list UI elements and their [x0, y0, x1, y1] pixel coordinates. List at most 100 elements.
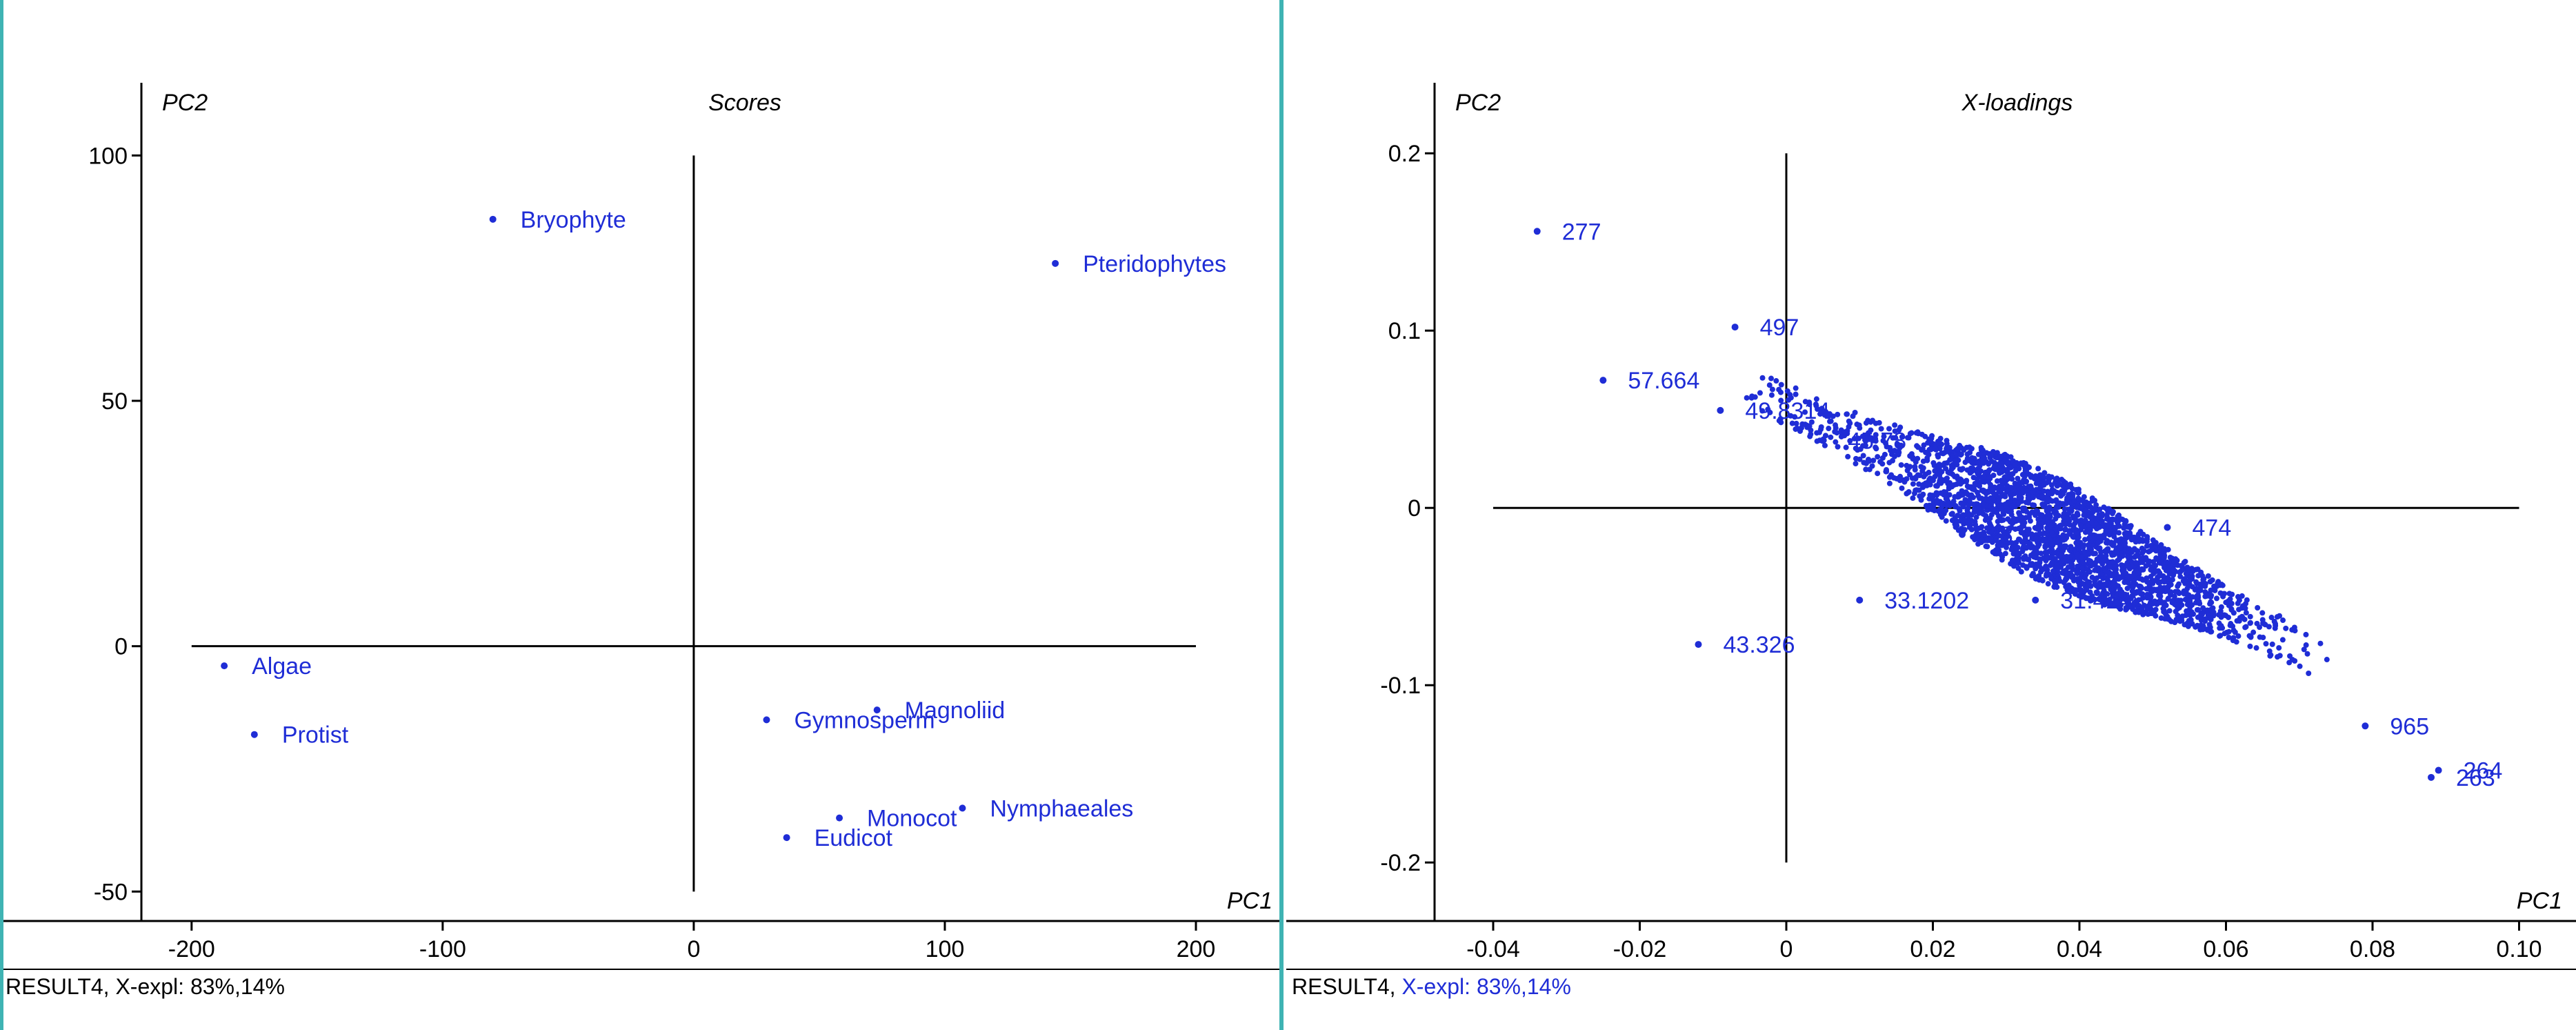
loading-point [2153, 613, 2159, 619]
loading-point [1993, 528, 1999, 535]
loading-point [2146, 580, 2153, 586]
x-tick-label: -100 [419, 936, 466, 962]
loading-point [2211, 583, 2217, 589]
loading-point [2017, 511, 2023, 517]
loading-point [2135, 570, 2141, 576]
loading-point [2048, 541, 2055, 547]
loading-point [1806, 402, 1813, 408]
loading-point [2179, 614, 2185, 620]
loading-point [2048, 522, 2055, 528]
chart-title: X-loadings [1961, 90, 2073, 116]
loading-point [2096, 512, 2102, 518]
scores-chart[interactable]: -50 0 50 100 -200 -100 0 100 200 PC2 Scores PC1 Bryo… [0, 0, 1286, 1030]
loading-point [2001, 511, 2007, 517]
loading-point [1984, 459, 1990, 465]
loading-point [2118, 592, 2124, 598]
loading-point [2074, 530, 2080, 536]
loading-point [2049, 560, 2055, 566]
loading-point [1806, 423, 1813, 429]
loading-point [2021, 463, 2028, 469]
loading-point [2039, 577, 2045, 583]
loading-point [2090, 508, 2097, 515]
loading-point [2195, 566, 2201, 573]
loading-point [2324, 657, 2330, 663]
loading-point [2297, 663, 2303, 669]
loading-point [1899, 485, 1905, 491]
y-axis-label: PC2 [1455, 90, 1501, 116]
loading-point [2060, 491, 2066, 497]
loading-point [1859, 433, 1866, 439]
loading-point [2013, 468, 2019, 474]
loading-point [1777, 389, 1784, 395]
loading-point [2044, 495, 2050, 501]
loadings-chart[interactable]: -0.2 -0.1 0 0.1 0.2 -0.04 -0.02 0 0.02 0.04 0.06 0.… [1286, 0, 2576, 1030]
loading-point [2088, 558, 2094, 564]
loading-point [1908, 430, 1915, 436]
loading-point [1927, 482, 1933, 488]
y-tick-label: -0.2 [1380, 850, 1421, 876]
loading-point [1988, 458, 1995, 464]
loading-point [2218, 604, 2224, 610]
loading-point [2037, 559, 2043, 565]
loading-point [1980, 488, 1986, 494]
loading-point [1970, 534, 1976, 540]
loading-point [2117, 606, 2124, 612]
loading-point [1996, 488, 2002, 495]
loading-point [2036, 563, 2042, 569]
loading-point [2177, 573, 2184, 580]
loading-point [2040, 555, 2046, 562]
loading-point [1921, 473, 1927, 479]
loading-point [1853, 455, 1859, 462]
loading-point [1954, 519, 1960, 525]
loading-point [2200, 605, 2206, 611]
panel-separator[interactable] [1279, 0, 1284, 1030]
loading-point [2054, 562, 2060, 568]
loading-point [1928, 446, 1934, 453]
loading-point [2026, 514, 2032, 520]
loading-point [2186, 621, 2193, 627]
loading-point [2084, 579, 2090, 585]
loading-point [1955, 476, 1961, 482]
loading-point [1916, 481, 1922, 487]
loading-point [2166, 575, 2172, 582]
loading-point [1891, 448, 1897, 454]
loading-point [1816, 429, 1822, 435]
loading-point [2180, 578, 2186, 584]
loading-point [1906, 465, 1912, 471]
loading-point [2202, 618, 2208, 624]
loading-point [1807, 433, 1813, 439]
loading-point [2099, 518, 2105, 524]
loading-point [2050, 568, 2056, 574]
loading-point [1958, 467, 1964, 473]
loading-point [2061, 558, 2068, 564]
loading-point [2079, 566, 2086, 572]
loading-point [1979, 537, 1985, 543]
loading-point [2239, 593, 2245, 599]
loading-point [2016, 493, 2022, 499]
loading-point [2021, 473, 2028, 479]
loading-point [1898, 442, 1904, 448]
loading-point [1892, 422, 1898, 428]
loading-point [2031, 475, 2037, 482]
loading-point [1856, 596, 1864, 604]
loading-point [2045, 581, 2051, 587]
loading-point [2082, 517, 2088, 524]
loading-point [2035, 539, 2041, 546]
loading-point [2060, 537, 2066, 543]
loading-point [2003, 503, 2009, 509]
loading-point [1999, 557, 2005, 563]
y-tick-label: 0 [1408, 495, 1421, 522]
loading-point [2124, 553, 2130, 559]
loading-point [1759, 408, 1766, 414]
loading-point [2166, 571, 2173, 577]
loading-point [1794, 425, 1800, 431]
loading-point [1927, 492, 1933, 498]
loading-point [1996, 497, 2002, 504]
loading-point [1944, 502, 1950, 508]
loading-point [2007, 525, 2013, 531]
loading-point [2010, 515, 2017, 522]
loading-point [2125, 563, 2131, 569]
loading-point [2048, 482, 2055, 488]
score-point-label: Gymnosperm [794, 707, 935, 733]
loading-point [2033, 508, 2039, 514]
